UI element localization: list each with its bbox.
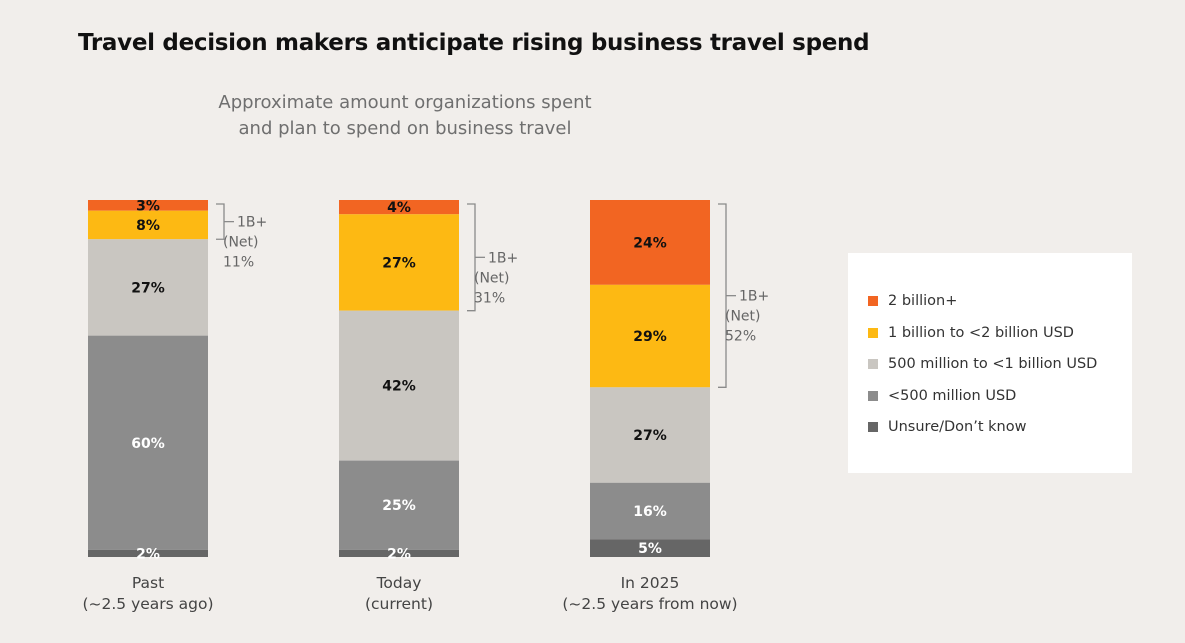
data-label-3-3: 27% xyxy=(633,428,667,444)
data-label-1-1: 3% xyxy=(136,198,160,214)
bar-segment-3-5 xyxy=(590,539,710,557)
bar-segment-2-4 xyxy=(339,460,459,550)
bar-segment-2-2 xyxy=(339,214,459,311)
subtitle-line-1: Approximate amount organizations spent xyxy=(218,92,592,113)
legend: 2 billion+ 1 billion to <2 billion USD 500… xyxy=(848,253,1132,473)
legend-swatch-4 xyxy=(868,390,878,401)
net-annotation-2-2: (Net) xyxy=(474,270,510,286)
legend-label-3: 500 million to <1 billion USD xyxy=(888,356,1098,372)
bar-segment-3-3 xyxy=(590,387,710,483)
data-label-3-5: 5% xyxy=(638,541,662,557)
category-label-2-1: Today xyxy=(376,574,422,592)
legend-label-1: 2 billion+ xyxy=(888,293,958,309)
bar-segment-1-1 xyxy=(88,200,208,211)
bar-segment-2-3 xyxy=(339,310,459,461)
net-annotation-3-3: 52% xyxy=(725,329,756,345)
data-label-2-5: 2% xyxy=(387,546,411,562)
data-label-2-1: 4% xyxy=(387,200,411,216)
bar-segment-1-2 xyxy=(88,210,208,240)
bar-segment-1-4 xyxy=(88,335,208,550)
data-label-3-4: 16% xyxy=(633,504,667,520)
bar-segment-3-4 xyxy=(590,482,710,540)
data-label-1-2: 8% xyxy=(136,218,160,234)
data-label-3-1: 24% xyxy=(633,235,667,251)
bar-segment-2-5 xyxy=(339,549,459,557)
data-label-2-4: 25% xyxy=(382,498,416,514)
data-label-1-3: 27% xyxy=(131,280,165,296)
net-annotation-3-1: 1B+ xyxy=(739,289,769,305)
chart-subtitle: Approximate amount organizations spent a… xyxy=(160,90,650,142)
bar-segment-2-1 xyxy=(339,200,459,215)
data-label-1-4: 60% xyxy=(131,436,165,452)
bar-segment-3-1 xyxy=(590,200,710,285)
chart-title: Travel decision makers anticipate rising… xyxy=(78,30,870,56)
legend-swatch-5 xyxy=(868,422,878,432)
legend-label-4: <500 million USD xyxy=(888,387,1017,404)
legend-swatch-3 xyxy=(868,359,878,369)
net-annotation-2-1: 1B+ xyxy=(488,250,518,266)
legend-item-4: <500 million USD xyxy=(868,386,1016,406)
legend-label-2: 1 billion to <2 billion USD xyxy=(888,324,1074,341)
category-label-1-1: Past xyxy=(132,574,164,592)
net-annotation-1-1: 1B+ xyxy=(237,215,267,231)
net-annotation-1-2: (Net) xyxy=(223,235,259,251)
legend-swatch-2 xyxy=(868,327,878,338)
net-bracket-3 xyxy=(718,203,727,388)
category-label-3-1: In 2025 xyxy=(621,574,680,592)
net-annotation-1-3: 11% xyxy=(223,255,254,271)
data-label-2-3: 42% xyxy=(382,379,416,395)
bar-segment-1-3 xyxy=(88,239,208,336)
bar-segment-1-5 xyxy=(88,549,208,557)
category-label-1-2: (~2.5 years ago) xyxy=(82,595,213,613)
net-annotation-3-2: (Net) xyxy=(725,309,761,325)
legend-item-3: 500 million to <1 billion USD xyxy=(868,354,1097,374)
data-label-3-2: 29% xyxy=(633,329,667,345)
legend-swatch-1 xyxy=(868,296,878,306)
legend-item-2: 1 billion to <2 billion USD xyxy=(868,323,1074,343)
legend-item-5: Unsure/Don’t know xyxy=(868,417,1026,437)
legend-label-5: Unsure/Don’t know xyxy=(888,419,1027,435)
subtitle-line-2: and plan to spend on business travel xyxy=(238,118,572,139)
category-label-3-2: (~2.5 years from now) xyxy=(562,595,737,613)
net-annotation-2-3: 31% xyxy=(474,290,505,306)
category-label-2-2: (current) xyxy=(365,595,433,613)
legend-item-1: 2 billion+ xyxy=(868,291,957,311)
data-label-1-5: 2% xyxy=(136,546,160,562)
data-label-2-2: 27% xyxy=(382,255,416,271)
bar-segment-3-2 xyxy=(590,284,710,388)
